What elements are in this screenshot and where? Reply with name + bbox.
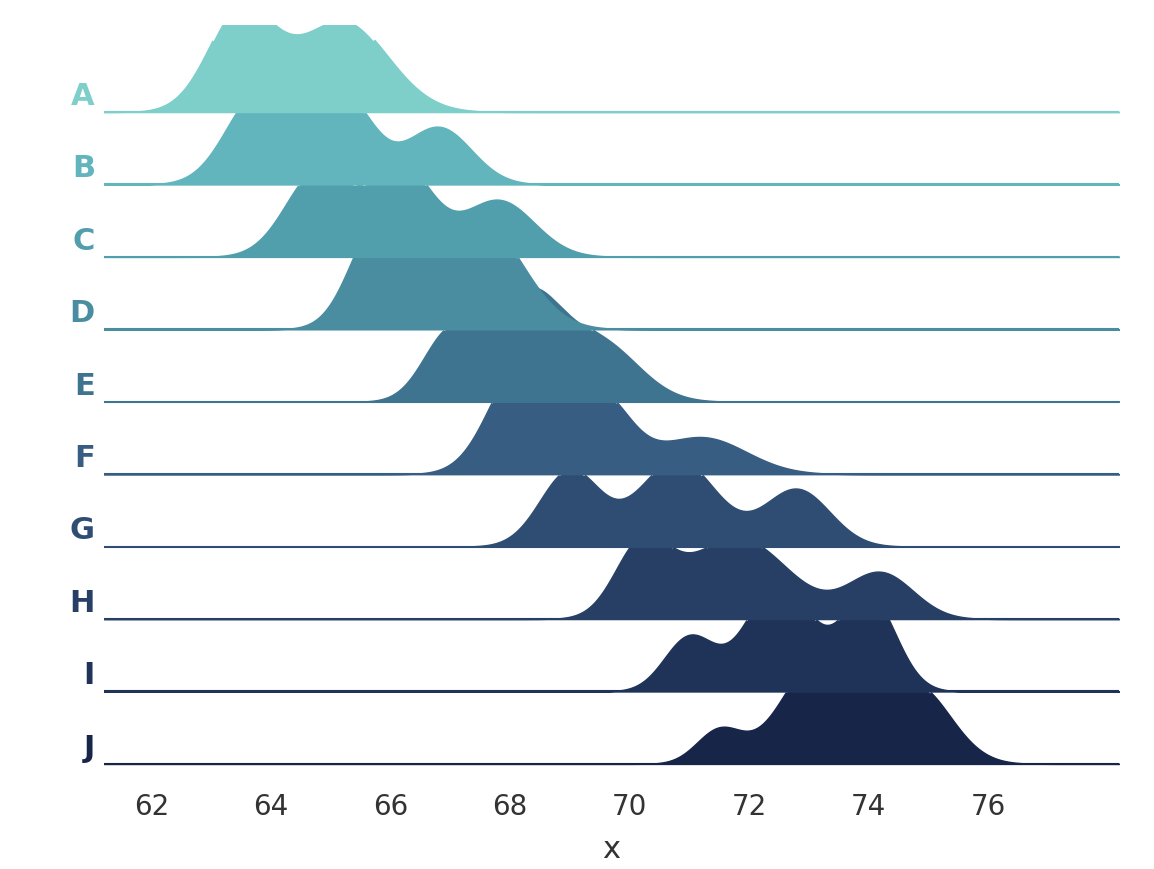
Text: H: H (69, 588, 95, 617)
Text: D: D (69, 299, 95, 328)
X-axis label: x: x (602, 833, 621, 863)
Text: A: A (72, 82, 95, 110)
Text: B: B (72, 154, 95, 183)
Text: G: G (70, 516, 95, 545)
Text: C: C (73, 227, 95, 255)
Text: J: J (83, 733, 95, 762)
Text: F: F (74, 443, 95, 473)
Text: E: E (74, 371, 95, 400)
Text: I: I (83, 660, 95, 689)
